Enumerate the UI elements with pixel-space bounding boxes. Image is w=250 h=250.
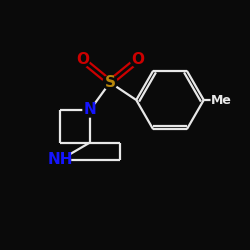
- Circle shape: [83, 103, 97, 117]
- Circle shape: [211, 90, 231, 110]
- Circle shape: [76, 53, 90, 67]
- Circle shape: [50, 150, 70, 171]
- Text: N: N: [84, 102, 96, 118]
- Text: NH: NH: [47, 152, 73, 168]
- Text: Me: Me: [211, 94, 232, 106]
- Text: S: S: [104, 75, 116, 90]
- Text: O: O: [76, 52, 89, 68]
- Circle shape: [103, 76, 117, 90]
- Text: O: O: [131, 52, 144, 68]
- Circle shape: [130, 53, 144, 67]
